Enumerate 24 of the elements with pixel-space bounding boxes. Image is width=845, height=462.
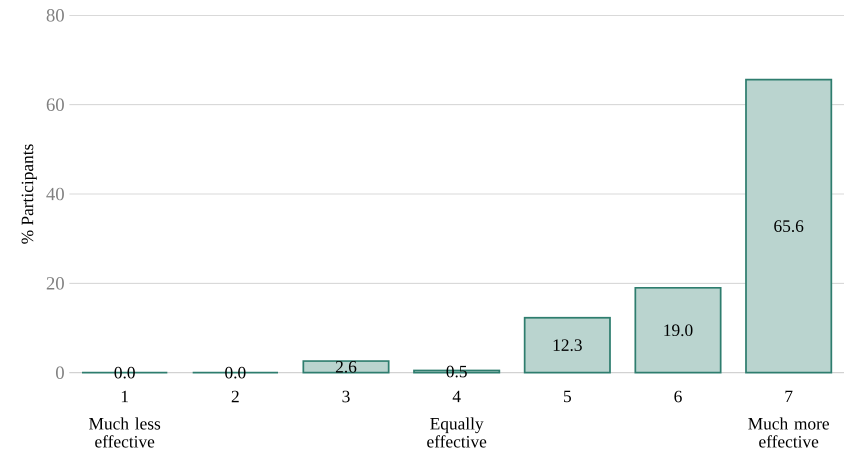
bar: [745, 78, 832, 374]
y-tick-label: 60: [46, 98, 64, 111]
y-tick-label: 40: [46, 188, 64, 200]
x-tick-label: 1: [122, 390, 128, 402]
text: Much less effective: [89, 417, 160, 448]
y-tick-label: 20: [46, 277, 64, 290]
text: Equally effective: [427, 417, 486, 448]
bar: [634, 286, 722, 374]
x-tick-label: 2: [232, 390, 239, 402]
data-label: 19.0: [664, 324, 693, 336]
data-label: 65.6: [774, 220, 804, 232]
text: Much more effective: [748, 417, 829, 448]
data-label: 12.3: [554, 339, 582, 352]
y-tick-label: 80: [46, 9, 64, 22]
bar: [302, 360, 390, 374]
bar: [524, 316, 611, 374]
data-label: 2.6: [336, 360, 356, 373]
y-axis-title: % Participants: [22, 144, 37, 244]
x-tick-label: 3: [342, 390, 350, 402]
x-tick-label: 5: [564, 390, 571, 402]
y-tick-label: 0: [56, 366, 64, 379]
x-tick-label: 4: [452, 390, 461, 402]
x-tick-label: 6: [674, 390, 682, 402]
x-tick-label: 7: [785, 390, 793, 402]
